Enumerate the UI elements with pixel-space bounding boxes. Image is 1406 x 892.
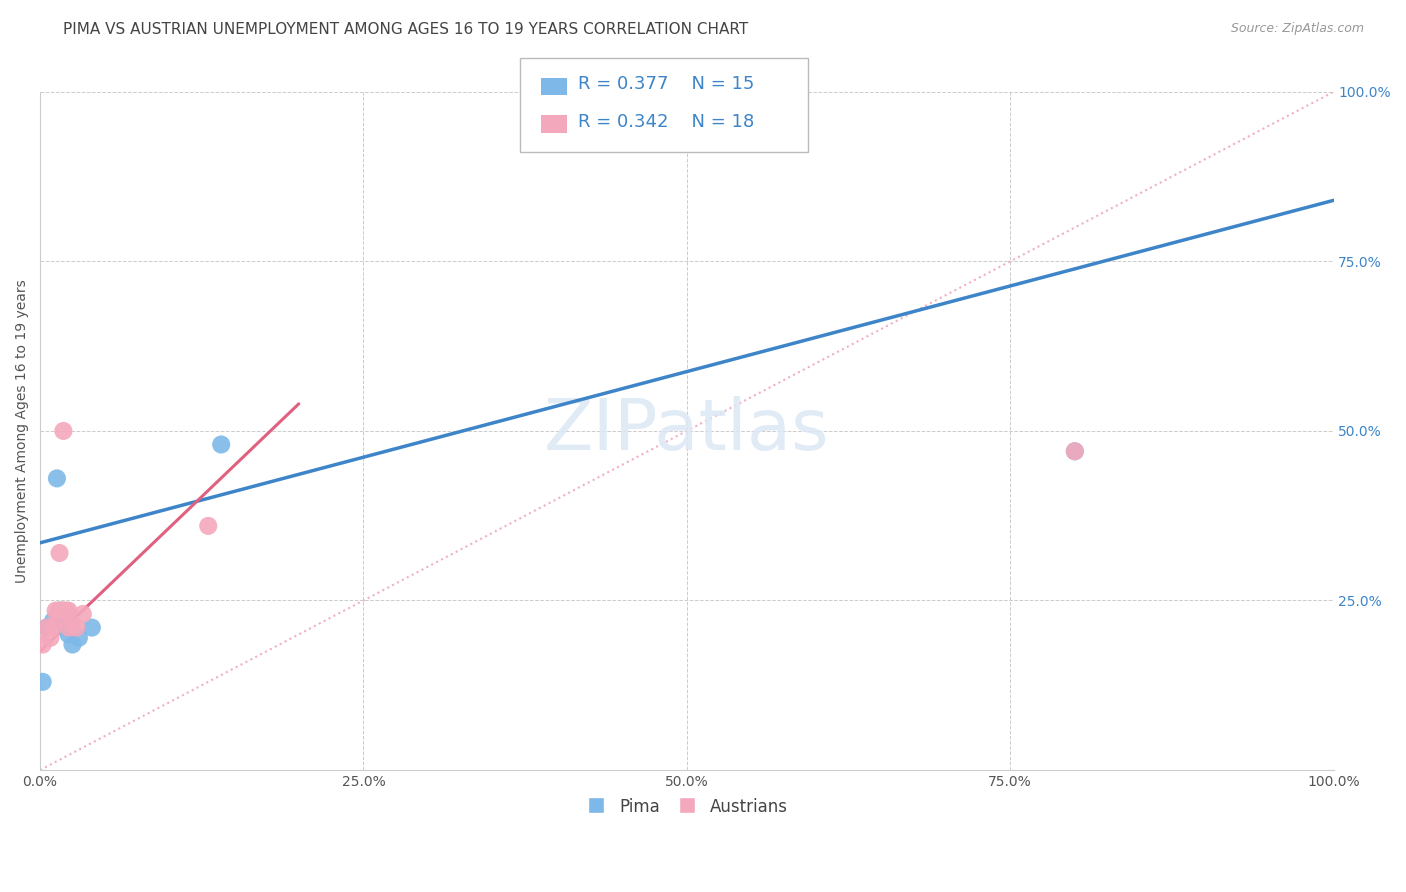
- Point: [35, 621, 58, 635]
- Legend: Pima, Austrians: Pima, Austrians: [579, 791, 794, 822]
- Text: R = 0.377    N = 15: R = 0.377 N = 15: [578, 75, 754, 93]
- Text: R = 0.342    N = 18: R = 0.342 N = 18: [578, 113, 754, 131]
- Point: [58, 621, 80, 635]
- Point: [65, 621, 87, 635]
- Text: PIMA VS AUSTRIAN UNEMPLOYMENT AMONG AGES 16 TO 19 YEARS CORRELATION CHART: PIMA VS AUSTRIAN UNEMPLOYMENT AMONG AGES…: [63, 22, 748, 37]
- Point: [1063, 444, 1085, 458]
- Point: [52, 614, 75, 628]
- Point: [72, 607, 94, 621]
- Point: [31, 674, 53, 689]
- Point: [45, 471, 67, 485]
- Point: [197, 519, 219, 533]
- Point: [80, 621, 103, 635]
- Point: [42, 621, 65, 635]
- Point: [45, 604, 67, 618]
- Point: [62, 638, 84, 652]
- Point: [209, 437, 232, 451]
- Text: Source: ZipAtlas.com: Source: ZipAtlas.com: [1230, 22, 1364, 36]
- Point: [52, 424, 75, 438]
- Point: [62, 617, 84, 632]
- Y-axis label: Unemployment Among Ages 16 to 19 years: Unemployment Among Ages 16 to 19 years: [15, 279, 30, 582]
- Point: [55, 604, 77, 618]
- Point: [51, 604, 73, 618]
- Point: [48, 604, 70, 618]
- Point: [58, 627, 80, 641]
- Point: [58, 604, 80, 618]
- Point: [35, 621, 58, 635]
- Point: [31, 638, 53, 652]
- Text: ZIPatlas: ZIPatlas: [544, 396, 830, 466]
- Point: [48, 546, 70, 560]
- Point: [55, 621, 77, 635]
- Point: [39, 631, 62, 645]
- Point: [42, 614, 65, 628]
- Point: [1063, 444, 1085, 458]
- Point: [52, 604, 75, 618]
- Point: [48, 604, 70, 618]
- Point: [48, 614, 70, 628]
- Point: [45, 614, 67, 628]
- Point: [67, 631, 90, 645]
